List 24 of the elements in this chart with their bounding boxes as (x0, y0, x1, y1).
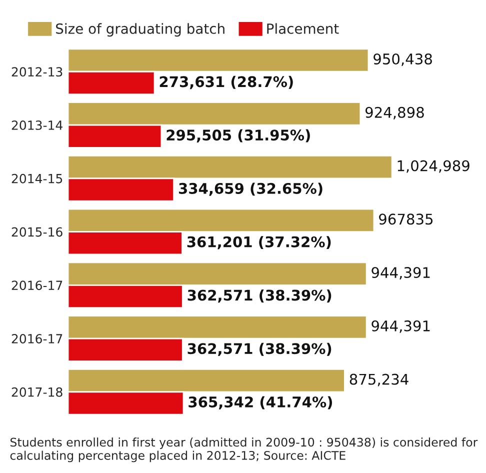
data-label: 361,201 (37.32%) (187, 236, 331, 250)
data-label: 365,342 (41.74%) (188, 396, 332, 410)
data-label: 924,898 (365, 106, 424, 120)
y-tick-label: 2017-18 (12, 387, 62, 397)
legend-label: Placement (267, 23, 339, 34)
data-label: 273,631 (28.7%) (160, 76, 293, 90)
data-label: 875,234 (350, 374, 408, 386)
text: Students enrolled in first year (admitted in 2009-10 : 950438) is considered for calculating percentage placed in 2012-13; Source: AICTE (10, 438, 478, 462)
y-tick-label: 2013-14 (12, 120, 62, 130)
data-label: 334,659 (32.65%) (178, 182, 322, 196)
y-tick-label: 2015-16 (12, 227, 62, 237)
data-label: 362,571 (38.39%) (188, 342, 332, 356)
data-label: 1,024,989 (398, 160, 470, 173)
y-tick-label: 2012-13 (12, 67, 62, 77)
data-label: 944,391 (372, 267, 430, 280)
data-label: 362,571 (38.39%) (188, 289, 332, 303)
data-label: 944,391 (372, 320, 430, 333)
data-label: 950,438 (374, 53, 432, 66)
data-label: 967835 (379, 214, 433, 225)
y-tick-label: 2016-17 (12, 334, 62, 344)
y-tick-label: 2014-15 (12, 174, 62, 184)
legend-label: Size of graduating batch (56, 23, 224, 37)
data-label: 295,505 (31.95%) (166, 129, 310, 142)
y-tick-label: 2016-17 (12, 280, 62, 290)
